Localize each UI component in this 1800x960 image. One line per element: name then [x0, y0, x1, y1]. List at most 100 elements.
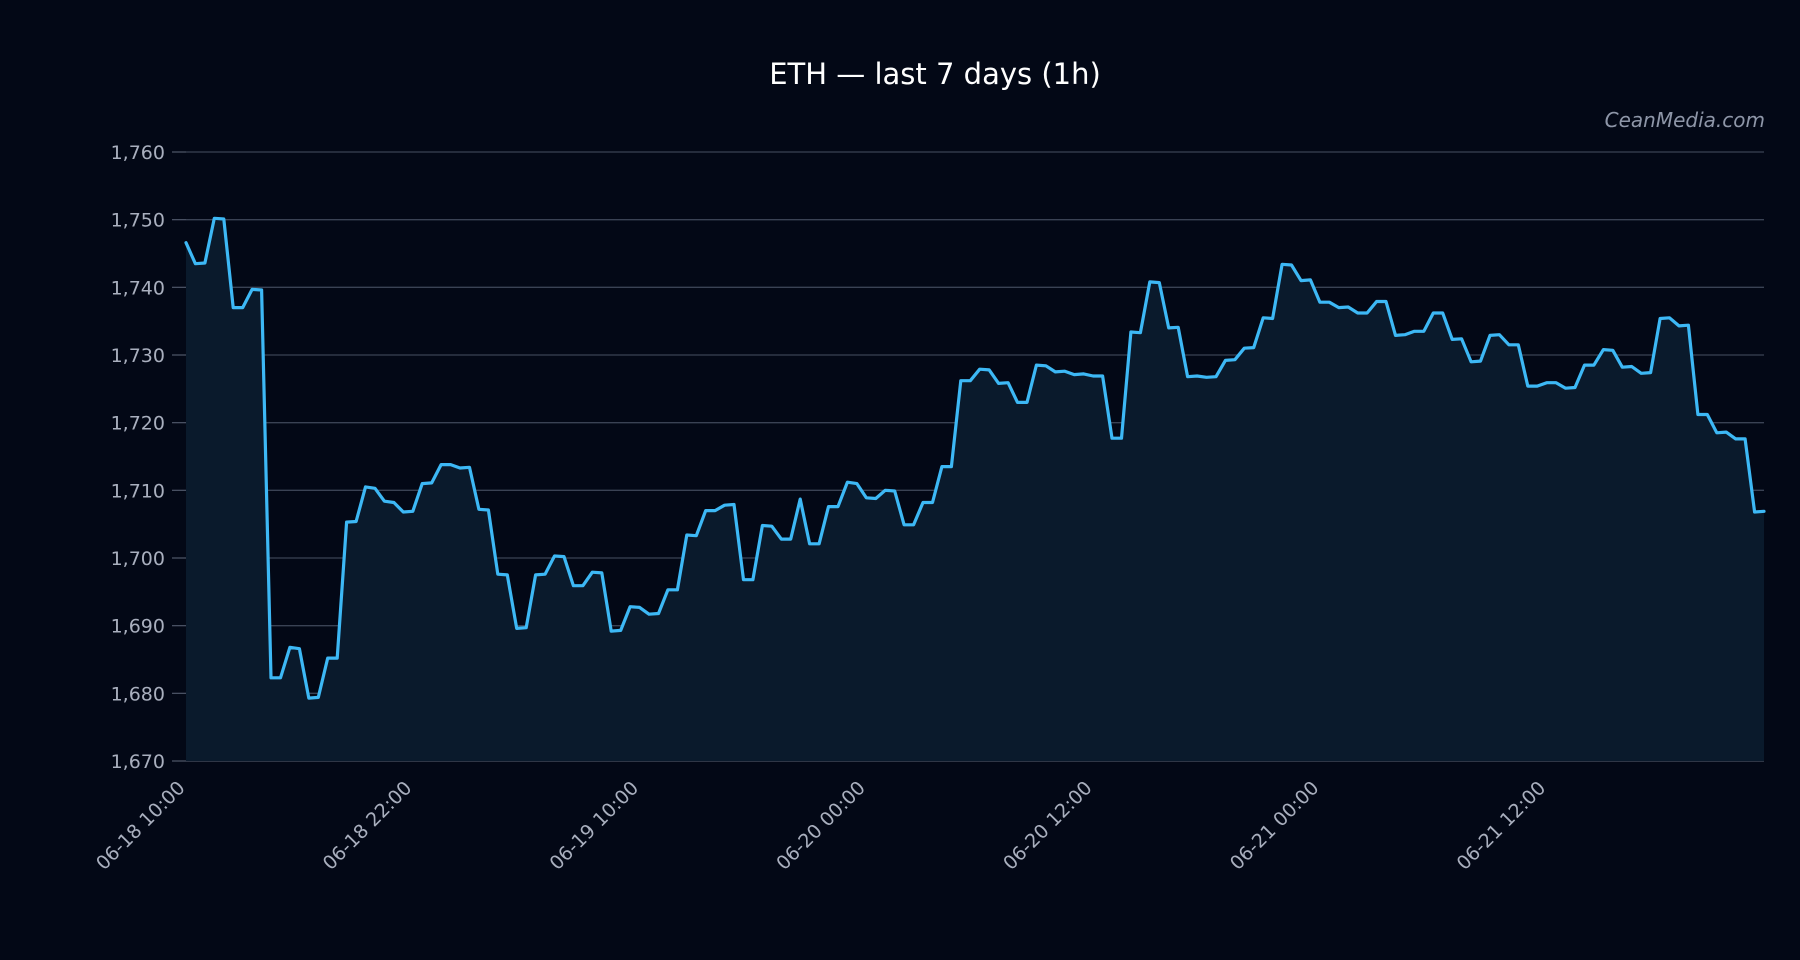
data-point [430, 482, 433, 485]
data-point [1375, 300, 1378, 303]
data-point [997, 382, 1000, 385]
data-point [1678, 325, 1681, 328]
data-point [1451, 338, 1454, 341]
data-point [1271, 317, 1274, 320]
x-tick-label: 06-20 00:00 [772, 777, 870, 875]
data-point [638, 606, 641, 609]
series-line [184, 216, 1766, 700]
data-point [1432, 312, 1435, 315]
data-point [1063, 370, 1066, 373]
data-point [1583, 364, 1586, 367]
data-point [1441, 312, 1444, 315]
data-point [1158, 281, 1161, 284]
data-point [978, 368, 981, 371]
data-point [912, 523, 915, 526]
data-point [1054, 371, 1057, 374]
x-axis-ticks: 06-18 10:00 06-18 22:00 06-19 10:00 06-20 0… [92, 777, 1550, 875]
data-point [449, 463, 452, 466]
data-point [1640, 372, 1643, 375]
data-point [1422, 330, 1425, 333]
data-point [969, 379, 972, 382]
y-tick-label: 1,690 [111, 616, 165, 638]
y-tick-label: 1,730 [111, 345, 165, 367]
data-point [1470, 360, 1473, 363]
x-tick-label: 06-19 10:00 [546, 777, 644, 875]
data-point [374, 487, 377, 490]
data-point [959, 379, 962, 382]
data-point [808, 542, 811, 545]
data-point [1659, 317, 1662, 320]
data-point [260, 289, 263, 292]
data-point [1309, 279, 1312, 282]
y-tick-label: 1,740 [111, 277, 165, 299]
data-point [657, 612, 660, 615]
data-point [194, 262, 197, 265]
data-point [714, 509, 717, 512]
data-point [667, 588, 670, 591]
data-point [563, 555, 566, 558]
data-point [1073, 373, 1076, 376]
data-point [572, 584, 575, 587]
data-point [421, 482, 424, 485]
data-point [1753, 511, 1756, 514]
data-point [931, 501, 934, 504]
data-point [534, 574, 537, 577]
y-tick-label: 1,700 [111, 548, 165, 570]
data-point [544, 573, 547, 576]
data-point [1300, 279, 1303, 282]
data-point [232, 306, 235, 309]
data-point [317, 696, 320, 699]
data-point [1564, 387, 1567, 390]
data-point [610, 630, 613, 633]
data-point [1630, 365, 1633, 368]
data-point [1460, 337, 1463, 340]
data-point [402, 511, 405, 514]
data-point [345, 521, 348, 524]
line-layer [184, 216, 1766, 700]
data-point [1281, 263, 1284, 266]
data-point [1177, 326, 1180, 329]
data-point [1611, 349, 1614, 352]
data-point [1252, 346, 1255, 349]
data-point [393, 501, 396, 504]
data-point [251, 288, 254, 291]
data-point [1148, 281, 1151, 284]
data-point [988, 369, 991, 372]
data-point [1489, 334, 1492, 337]
data-point [922, 501, 925, 504]
data-point [1394, 334, 1397, 337]
data-point [411, 510, 414, 513]
data-point [629, 605, 632, 608]
data-point [1536, 385, 1539, 388]
data-point [1016, 401, 1019, 404]
data-point [1687, 324, 1690, 327]
data-point [213, 217, 216, 220]
data-point [818, 542, 821, 545]
y-tick-label: 1,750 [111, 210, 165, 232]
data-point [1167, 327, 1170, 330]
data-point [478, 508, 481, 511]
data-point [1337, 306, 1340, 309]
data-point [1026, 401, 1029, 404]
data-point [827, 505, 830, 508]
x-tick-label: 06-18 10:00 [92, 777, 190, 875]
data-point [884, 489, 887, 492]
data-point [1715, 431, 1718, 434]
data-point [1734, 438, 1737, 441]
data-point [903, 523, 906, 526]
y-axis-ticks: 1,760 1,750 1,740 1,730 1,720 1,710 1,700 1,690… [111, 142, 186, 773]
y-tick-label: 1,720 [111, 413, 165, 435]
data-point [742, 578, 745, 581]
data-point [496, 573, 499, 576]
data-point [1111, 437, 1114, 440]
data-point [733, 503, 736, 506]
data-point [222, 218, 225, 221]
data-point [1526, 385, 1529, 388]
data-point [1196, 375, 1199, 378]
data-point [695, 534, 698, 537]
data-point [1319, 301, 1322, 304]
data-point [846, 481, 849, 484]
data-point [1120, 437, 1123, 440]
data-point [1517, 343, 1520, 346]
data-point [582, 584, 585, 587]
